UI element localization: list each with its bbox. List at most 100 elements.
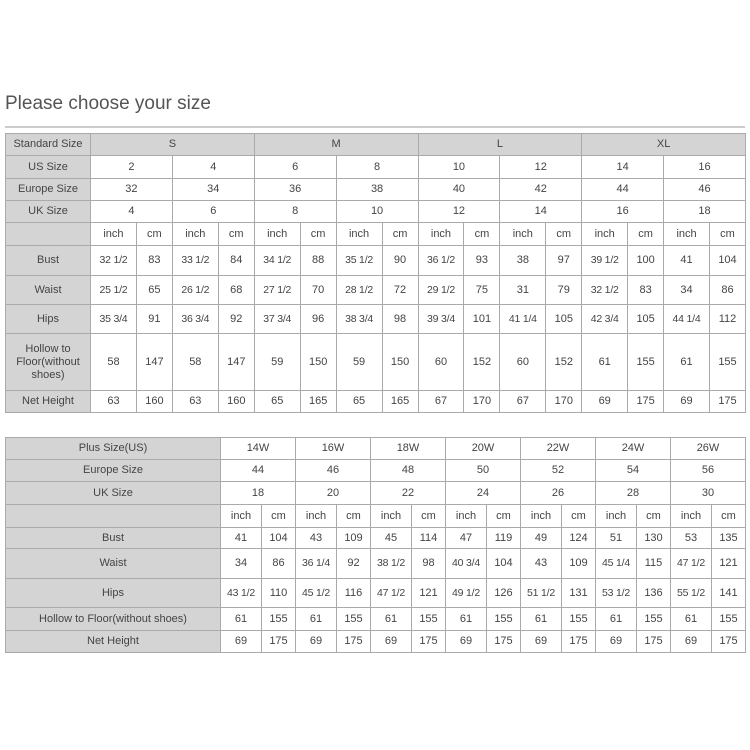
- measure-cell: 175: [636, 630, 671, 653]
- standard-size-cell: M: [253, 133, 419, 156]
- measure-cell: 79: [545, 275, 583, 305]
- unit-cell: cm: [217, 222, 255, 246]
- measure-cell: 92: [217, 304, 255, 334]
- measure-cell: 51: [595, 527, 637, 549]
- measure-cell: 119: [486, 527, 521, 549]
- measure-cell: 34: [220, 548, 262, 579]
- measure-cell: 29 1/2: [417, 275, 465, 305]
- measure-cell: 61: [581, 333, 629, 391]
- europe-size-cell: 54: [595, 459, 671, 482]
- uk-size-cell: 28: [595, 481, 671, 505]
- measure-cell: 155: [636, 607, 671, 631]
- measure-cell: 61: [295, 607, 337, 631]
- plus-size-cell: 20W: [445, 437, 521, 460]
- europe-size-cell: 44: [220, 459, 296, 482]
- measure-cell: 69: [663, 390, 711, 413]
- measure-cell: 49 1/2: [445, 578, 487, 608]
- measure-cell: 39 1/2: [581, 245, 629, 276]
- measure-cell: 45 1/2: [295, 578, 337, 608]
- measure-cell: 26 1/2: [171, 275, 219, 305]
- row-header: Bust: [5, 527, 221, 549]
- measure-cell: 69: [520, 630, 562, 653]
- plus-size-cell: 24W: [595, 437, 671, 460]
- measure-cell: 43: [295, 527, 337, 549]
- row-header: Plus Size(US): [5, 437, 221, 460]
- us-size-cell: 6: [253, 155, 337, 179]
- measure-cell: 35 1/2: [335, 245, 383, 276]
- unit-cell: inch: [220, 504, 262, 528]
- measure-cell: 49: [520, 527, 562, 549]
- us-size-cell: 16: [663, 155, 746, 179]
- unit-cell: inch: [370, 504, 412, 528]
- measure-cell: 42 3/4: [581, 304, 629, 334]
- measure-cell: 69: [595, 630, 637, 653]
- measure-cell: 130: [636, 527, 671, 549]
- measure-cell: 175: [627, 390, 665, 413]
- measure-cell: 28 1/2: [335, 275, 383, 305]
- measure-cell: 155: [627, 333, 665, 391]
- measure-cell: 41: [663, 245, 711, 276]
- unit-cell: inch: [335, 222, 383, 246]
- row-header: Hollow to Floor(without shoes): [5, 333, 91, 391]
- page-title: Please choose your size: [5, 93, 211, 114]
- measure-cell: 61: [595, 607, 637, 631]
- measure-cell: 83: [135, 245, 173, 276]
- unit-cell: inch: [417, 222, 465, 246]
- row-header: Europe Size: [5, 178, 91, 201]
- europe-size-cell: 48: [370, 459, 446, 482]
- measure-cell: 69: [670, 630, 712, 653]
- measure-cell: 61: [663, 333, 711, 391]
- row-header: US Size: [5, 155, 91, 179]
- measure-cell: 109: [561, 548, 596, 579]
- measure-cell: 27 1/2: [253, 275, 301, 305]
- measure-cell: 84: [217, 245, 255, 276]
- measure-cell: 53: [670, 527, 712, 549]
- measure-cell: 45: [370, 527, 412, 549]
- measure-cell: 101: [463, 304, 501, 334]
- measure-row: Net Height 69 175 69 175 69 175 69 175 69 175 69 175…: [5, 630, 746, 653]
- measure-cell: 38 3/4: [335, 304, 383, 334]
- uk-size-cell: 24: [445, 481, 521, 505]
- measure-cell: 34 1/2: [253, 245, 301, 276]
- unit-cell: cm: [135, 222, 173, 246]
- uk-size-cell: 18: [220, 481, 296, 505]
- row-header: Waist: [5, 548, 221, 579]
- measure-cell: 83: [627, 275, 665, 305]
- unit-cell: cm: [636, 504, 671, 528]
- europe-size-cell: 56: [670, 459, 746, 482]
- measure-cell: 98: [381, 304, 419, 334]
- measure-cell: 135: [711, 527, 746, 549]
- measure-cell: 97: [545, 245, 583, 276]
- measure-row: Hollow to Floor(without shoes) 58 147 58 147…: [5, 333, 746, 391]
- uk-size-cell: 4: [90, 200, 173, 223]
- uk-size-cell: 30: [670, 481, 746, 505]
- unit-cell: cm: [336, 504, 371, 528]
- measure-row: Bust 41 104 43 109 45 114 47 119 49 124 51 130 53 135: [5, 527, 746, 549]
- unit-cell: inch: [445, 504, 487, 528]
- row-header: Standard Size: [5, 133, 91, 156]
- uk-size-cell: 14: [499, 200, 583, 223]
- measure-cell: 155: [261, 607, 296, 631]
- measure-cell: 155: [336, 607, 371, 631]
- measure-cell: 175: [711, 630, 746, 653]
- measure-cell: 175: [486, 630, 521, 653]
- measure-cell: 147: [135, 333, 173, 391]
- measure-cell: 93: [463, 245, 501, 276]
- europe-size-cell: 36: [253, 178, 337, 201]
- measure-cell: 105: [627, 304, 665, 334]
- measure-cell: 175: [561, 630, 596, 653]
- unit-cell: cm: [381, 222, 419, 246]
- uk-size-cell: 12: [417, 200, 501, 223]
- row-header: Hips: [5, 304, 91, 334]
- measure-cell: 44 1/4: [663, 304, 711, 334]
- unit-cell: inch: [595, 504, 637, 528]
- unit-cell: inch: [171, 222, 219, 246]
- measure-cell: 37 3/4: [253, 304, 301, 334]
- europe-size-cell: 46: [663, 178, 746, 201]
- row-header: UK Size: [5, 200, 91, 223]
- measure-cell: 160: [217, 390, 255, 413]
- measure-cell: 36 3/4: [171, 304, 219, 334]
- europe-size-cell: 40: [417, 178, 501, 201]
- unit-cell: inch: [520, 504, 562, 528]
- measure-cell: 65: [135, 275, 173, 305]
